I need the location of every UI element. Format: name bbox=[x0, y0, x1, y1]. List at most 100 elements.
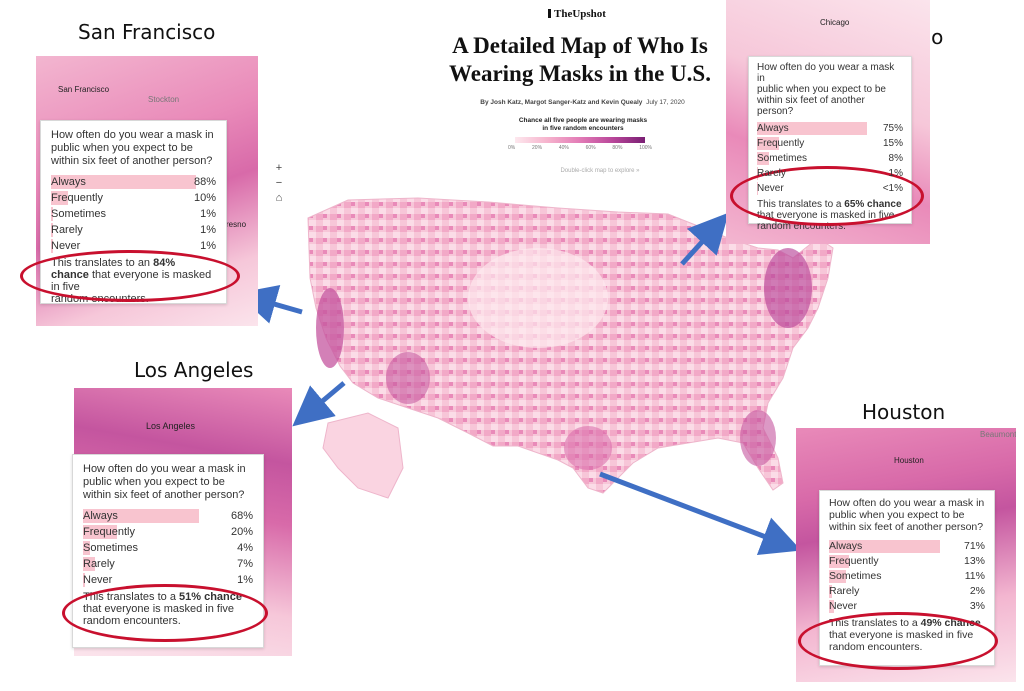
response-value: 1% bbox=[888, 168, 903, 179]
response-row: Frequently 20% bbox=[83, 524, 253, 540]
response-value: 10% bbox=[193, 192, 216, 204]
response-value: 8% bbox=[888, 153, 903, 164]
response-label: Rarely bbox=[757, 168, 786, 179]
response-label: Never bbox=[51, 240, 81, 252]
response-label: Never bbox=[757, 183, 784, 194]
map-label: Stockton bbox=[148, 95, 180, 104]
legend-title-line-2: in five random encounters bbox=[542, 125, 624, 132]
response-row: Rarely 2% bbox=[829, 584, 985, 599]
response-row: Rarely 1% bbox=[757, 166, 903, 181]
page-title: A Detailed Map of Who Is Wearing Masks i… bbox=[430, 32, 730, 88]
question-line: within six feet of another person? bbox=[757, 95, 865, 117]
us-choropleth-map[interactable] bbox=[288, 178, 848, 518]
response-label: Always bbox=[757, 123, 789, 134]
response-row: Always 68% bbox=[83, 508, 253, 524]
legend-tick: 0% bbox=[508, 145, 516, 151]
response-value: 7% bbox=[237, 558, 253, 570]
response-bar bbox=[83, 509, 199, 523]
survey-question: How often do you wear a mask in public w… bbox=[757, 62, 903, 117]
response-label: Rarely bbox=[51, 224, 83, 236]
response-row: Rarely 1% bbox=[51, 222, 216, 238]
legend-tick: 100% bbox=[639, 145, 652, 151]
response-bar bbox=[829, 600, 834, 613]
legend-ticks: 0% 20% 40% 60% 80% 100% bbox=[508, 145, 652, 151]
question-line: within six feet of another person? bbox=[51, 155, 213, 167]
legend-title-line-1: Chance all five people are wearing masks bbox=[518, 117, 648, 124]
west-coast-cluster bbox=[316, 288, 344, 368]
response-value: 20% bbox=[230, 526, 253, 538]
response-row: Sometimes 11% bbox=[829, 569, 985, 584]
response-label: Frequently bbox=[829, 555, 879, 567]
question-line: How often do you wear a mask in bbox=[829, 497, 985, 509]
response-bar bbox=[83, 573, 85, 587]
response-row: Always 75% bbox=[757, 121, 903, 136]
zoom-in-button[interactable]: + bbox=[275, 162, 283, 174]
response-value: 2% bbox=[969, 585, 985, 597]
response-label: Frequently bbox=[757, 138, 805, 149]
survey-question: How often do you wear a mask in public w… bbox=[51, 129, 216, 168]
alaska-shape bbox=[322, 412, 404, 499]
response-value: 13% bbox=[963, 555, 985, 567]
response-bar bbox=[757, 122, 867, 135]
map-label: Houston bbox=[894, 456, 924, 465]
survey-question: How often do you wear a mask in public w… bbox=[83, 463, 253, 502]
question-line: within six feet of another person? bbox=[83, 489, 245, 501]
response-label: Never bbox=[829, 600, 858, 612]
response-row: Sometimes 1% bbox=[51, 206, 216, 222]
response-row: Frequently 15% bbox=[757, 136, 903, 151]
arrow-to-chicago bbox=[680, 212, 729, 266]
response-value: 71% bbox=[963, 540, 985, 552]
zoom-controls: + − ⌂ bbox=[272, 161, 286, 206]
brand-name: TheUpshot bbox=[554, 8, 606, 20]
question-line: public when you expect to be bbox=[51, 142, 193, 154]
response-row: Never 1% bbox=[83, 572, 253, 588]
response-bar bbox=[51, 175, 197, 189]
response-row: Always 71% bbox=[829, 539, 985, 554]
response-bar bbox=[829, 570, 847, 583]
legend-tick: 20% bbox=[532, 145, 543, 151]
response-value: 3% bbox=[969, 600, 985, 612]
legend-tick: 80% bbox=[612, 145, 623, 151]
response-label: Never bbox=[83, 574, 113, 586]
response-value: 1% bbox=[200, 240, 216, 252]
title-line-2: Wearing Masks in the U.S. bbox=[449, 61, 711, 86]
survey-question: How often do you wear a mask in public w… bbox=[829, 497, 985, 533]
response-value: 11% bbox=[964, 570, 985, 582]
zoom-out-button[interactable]: − bbox=[275, 177, 283, 189]
response-value: 88% bbox=[193, 176, 216, 188]
response-bar bbox=[757, 152, 769, 165]
map-label: resno bbox=[226, 220, 247, 229]
city-title-los-angeles: Los Angeles bbox=[134, 358, 254, 382]
response-value: 15% bbox=[882, 138, 903, 149]
response-bar bbox=[829, 585, 833, 598]
northeast-cluster bbox=[764, 248, 812, 328]
byline-authors: By Josh Katz, Margot Sanger-Katz and Kev… bbox=[480, 99, 643, 106]
response-label: Always bbox=[51, 176, 86, 188]
legend-title: Chance all five people are wearing masks… bbox=[498, 117, 668, 133]
map-label: Los Angeles bbox=[146, 421, 196, 431]
city-title-san-francisco: San Francisco bbox=[78, 20, 216, 44]
plains-light-region bbox=[468, 248, 608, 348]
city-title-houston: Houston bbox=[862, 400, 946, 424]
map-hint: Double-click map to explore » bbox=[560, 168, 640, 174]
question-line: How often do you wear a mask in bbox=[757, 62, 895, 84]
southeast-cluster bbox=[740, 410, 776, 466]
question-line: How often do you wear a mask in bbox=[51, 129, 214, 141]
arrow-to-houston bbox=[599, 471, 802, 556]
question-line: public when you expect to be bbox=[757, 84, 886, 95]
response-label: Frequently bbox=[83, 526, 135, 538]
map-label: Beaumont bbox=[980, 430, 1016, 439]
response-row: Frequently 13% bbox=[829, 554, 985, 569]
response-row: Frequently 10% bbox=[51, 190, 216, 206]
legend-tick: 40% bbox=[558, 145, 569, 151]
response-bar bbox=[51, 191, 68, 205]
response-bar bbox=[83, 557, 95, 571]
southwest-cluster bbox=[386, 352, 430, 404]
legend-color-scale bbox=[515, 137, 645, 143]
legend-tick: 60% bbox=[585, 145, 596, 151]
response-bar bbox=[757, 167, 759, 180]
home-icon[interactable]: ⌂ bbox=[275, 192, 283, 204]
response-row: Sometimes 8% bbox=[757, 151, 903, 166]
response-bar bbox=[83, 541, 90, 555]
highlight-ring-chicago bbox=[730, 166, 924, 226]
